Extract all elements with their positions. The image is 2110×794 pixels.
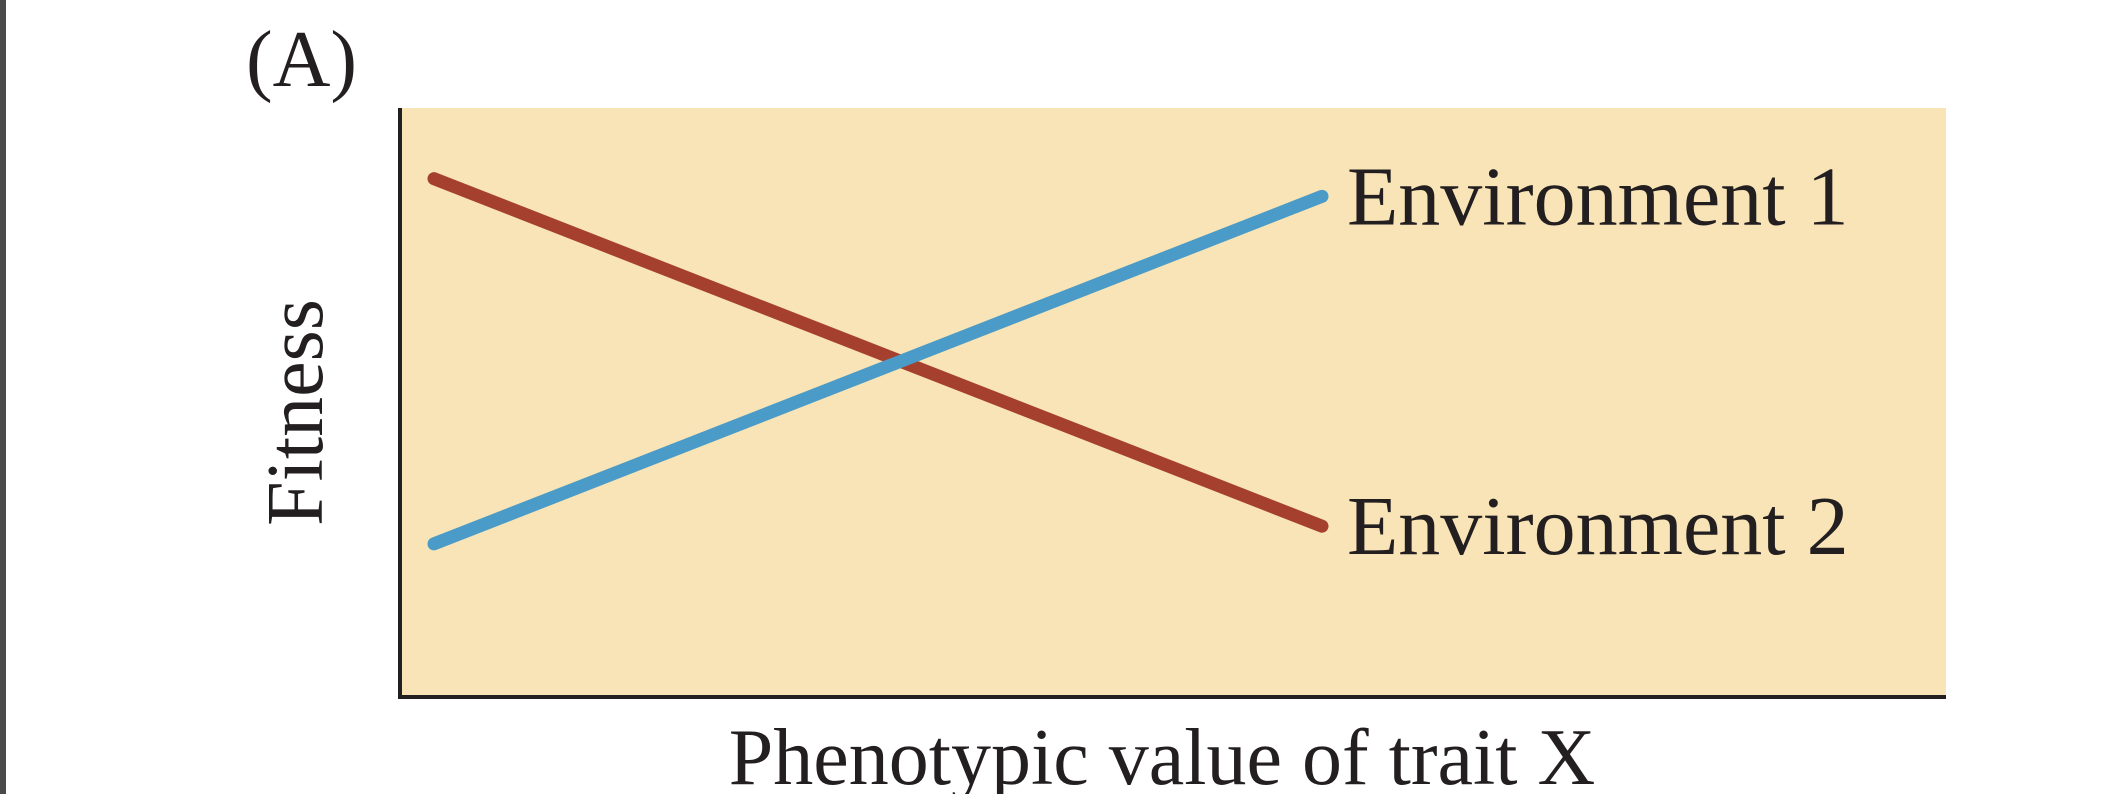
series-label-environment-2: Environment 2 [1347,480,1849,573]
series-line-environment-2 [427,172,1329,533]
plot-background [400,108,1946,697]
series-lines [427,172,1329,551]
x-axis-label: Phenotypic value of trait X [729,714,1595,794]
series-line-environment-1 [427,189,1329,551]
panel-label: (A) [246,16,357,104]
y-axis-label: Fitness [252,299,340,526]
left-border-rule [0,0,6,794]
series-label-environment-1: Environment 1 [1347,150,1849,243]
